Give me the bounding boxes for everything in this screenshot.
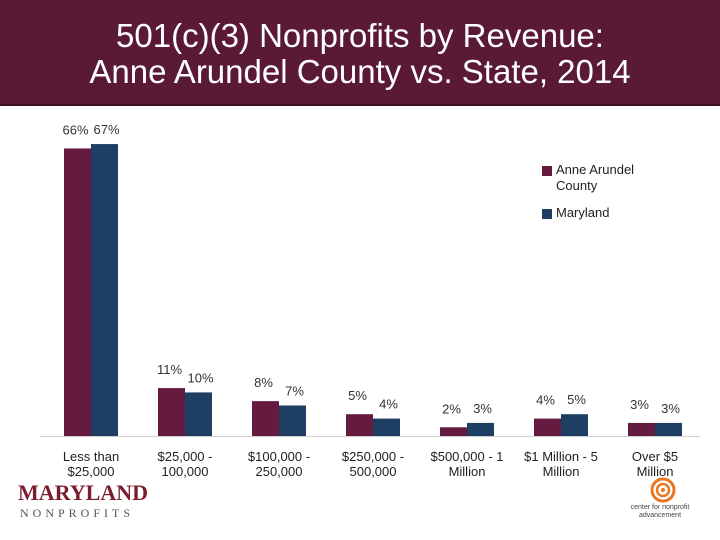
legend-swatch-anne-arundel (542, 166, 552, 176)
cnp-logo-line-2: advancement (638, 512, 682, 519)
legend-label-anne-arundel-1: Anne Arundel (556, 162, 635, 177)
category-label-1-line-1: $25,000 - (158, 449, 213, 464)
category-label-5-line-2: Million (543, 464, 580, 479)
bar-anne-arundel-county-5 (534, 418, 561, 436)
data-label-anne-arundel-county-1: 11% (157, 362, 182, 377)
bar-anne-arundel-county-6 (628, 422, 655, 436)
bar-anne-arundel-county-0 (64, 148, 91, 436)
bar-anne-arundel-county-4 (440, 427, 467, 436)
bar-maryland-6 (655, 422, 682, 436)
data-label-anne-arundel-county-5: 4% (536, 393, 555, 408)
bar-anne-arundel-county-3 (346, 414, 373, 436)
bar-maryland-1 (185, 392, 212, 436)
data-label-maryland-1: 10% (187, 370, 213, 385)
data-label-maryland-4: 3% (473, 401, 492, 416)
revenue-bar-chart: 66% 67% Less than$25,000 11% 10% $25,000 -100… (40, 122, 700, 479)
category-label-2-line-1: $100,000 - (248, 449, 310, 464)
data-label-anne-arundel-county-6: 3% (630, 397, 649, 412)
category-label-6-line-1: Over $5 (632, 449, 678, 464)
data-label-maryland-6: 3% (661, 401, 680, 416)
data-label-anne-arundel-county-4: 2% (442, 401, 461, 416)
category-label-0-line-1: Less than (63, 449, 119, 464)
page-title-line-1: 501(c)(3) Nonprofits by Revenue: (116, 17, 604, 54)
legend-label-anne-arundel-2: County (556, 178, 598, 193)
category-label-2-line-2: 250,000 (256, 464, 303, 479)
category-label-1-line-2: 100,000 (162, 464, 209, 479)
data-label-maryland-2: 7% (285, 384, 304, 399)
title-bar: 501(c)(3) Nonprofits by Revenue: Anne Ar… (0, 0, 720, 106)
center-for-nonprofit-logo: center for nonprofit advancement (610, 476, 710, 524)
data-label-maryland-3: 4% (379, 397, 398, 412)
data-label-anne-arundel-county-3: 5% (348, 388, 367, 403)
category-label-0-line-2: $25,000 (68, 464, 115, 479)
bar-maryland-4 (467, 422, 494, 436)
data-label-anne-arundel-county-0: 66% (62, 122, 88, 137)
bar-maryland-5 (561, 414, 588, 436)
spiral-icon (650, 477, 676, 503)
category-label-6-line-2: Million (637, 464, 674, 479)
category-label-5-line-1: $1 Million - 5 (524, 449, 598, 464)
category-label-4-line-1: $500,000 - 1 (430, 449, 503, 464)
maryland-logo-word: MARYLAND (18, 480, 148, 505)
bar-maryland-3 (373, 418, 400, 436)
maryland-nonprofits-logo: MARYLAND NONPROFITS (18, 480, 148, 524)
legend-label-maryland: Maryland (556, 205, 610, 220)
data-label-anne-arundel-county-2: 8% (254, 375, 273, 390)
category-label-3-line-1: $250,000 - (342, 449, 404, 464)
cnp-logo-line-1: center for nonprofit (630, 504, 690, 511)
bar-anne-arundel-county-1 (158, 388, 185, 436)
category-label-4-line-2: Million (449, 464, 486, 479)
data-label-maryland-0: 67% (93, 122, 119, 137)
legend-swatch-maryland (542, 209, 552, 219)
page-title-line-2: Anne Arundel County vs. State, 2014 (89, 53, 631, 90)
bar-maryland-0 (91, 144, 118, 437)
category-label-3-line-2: 500,000 (350, 464, 397, 479)
bar-maryland-2 (279, 405, 306, 436)
bar-anne-arundel-county-2 (252, 401, 279, 436)
maryland-logo-sub: NONPROFITS (20, 506, 135, 520)
data-label-maryland-5: 5% (567, 392, 586, 407)
